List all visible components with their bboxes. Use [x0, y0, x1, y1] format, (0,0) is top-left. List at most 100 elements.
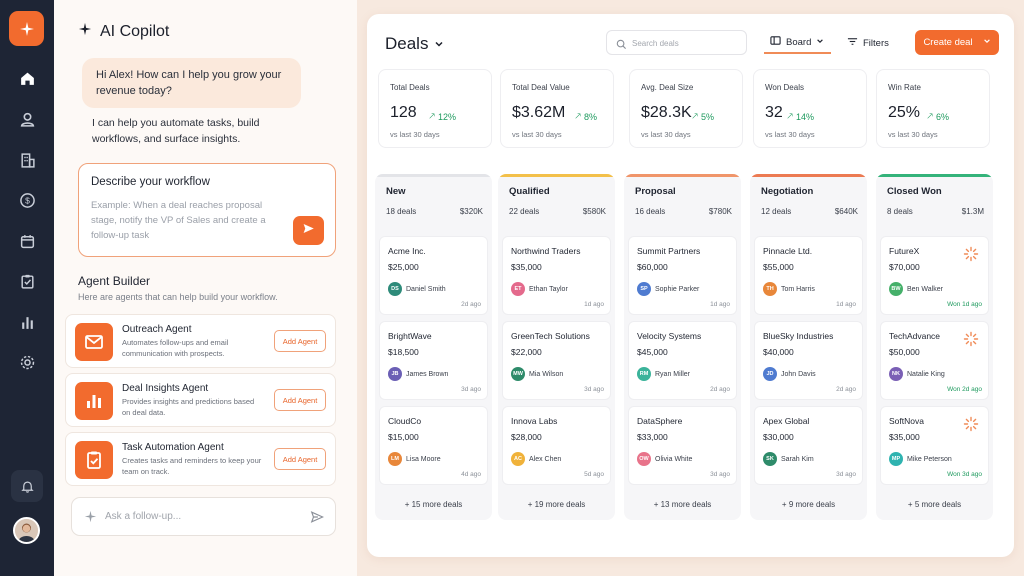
deal-card[interactable]: BlueSky Industries $40,000 JD John Davis 2d … [754, 321, 863, 400]
copilot-header: AI Copilot [78, 22, 169, 41]
deal-time: 2d ago [836, 386, 856, 393]
page-title[interactable]: Deals [385, 34, 444, 54]
kpi-card-total-value: Total Deal Value $3.62M 🡕 8% vs last 30 d… [500, 69, 614, 148]
column-title[interactable]: Proposal [635, 186, 676, 197]
follow-up-placeholder[interactable]: Ask a follow-up... [105, 511, 182, 522]
board-view-button[interactable]: Board [764, 32, 831, 54]
kpi-delta: 🡕 8% [575, 109, 597, 125]
column-title[interactable]: New [386, 186, 406, 197]
pipeline-column: Negotiation 12 deals $640K + 9 more deals Pi… [750, 174, 867, 520]
agent-card-deal-insights: Deal Insights Agent Provides insights an… [65, 373, 336, 427]
column-title[interactable]: Negotiation [761, 186, 814, 197]
send-button[interactable] [293, 216, 324, 245]
send-icon[interactable] [310, 510, 325, 529]
mail-icon [75, 323, 113, 361]
workflow-input[interactable]: Describe your workflow Example: When a d… [78, 163, 336, 257]
deal-time: Won 2d ago [947, 386, 982, 393]
more-deals-link[interactable]: + 5 more deals [907, 500, 962, 509]
column-count: 12 deals [761, 207, 792, 216]
deal-amount: $55,000 [763, 262, 794, 272]
deal-amount: $30,000 [763, 432, 794, 442]
contacts-icon[interactable] [9, 104, 45, 134]
deal-amount: $40,000 [763, 347, 794, 357]
reports-icon[interactable] [9, 307, 45, 337]
copilot-title: AI Copilot [100, 22, 170, 40]
follow-up-input[interactable]: Ask a follow-up... [71, 497, 336, 536]
deal-card[interactable]: Velocity Systems $45,000 RM Ryan Miller 2d a… [628, 321, 737, 400]
deal-card[interactable]: Innova Labs $28,000 AC Alex Chen 5d ago [502, 406, 611, 485]
column-title[interactable]: Closed Won [887, 186, 942, 197]
kpi-delta: 🡕 14% [787, 109, 814, 125]
deal-time: 1d ago [584, 301, 604, 308]
agent-builder-title: Agent Builder [78, 274, 151, 288]
companies-icon[interactable] [9, 145, 45, 175]
owner-avatar: SK [763, 452, 777, 466]
agent-description: Provides insights and predictions based … [122, 397, 255, 417]
search-icon [616, 37, 627, 55]
arrow-up-icon: 🡕 [692, 111, 698, 121]
column-total: $780K [708, 207, 732, 216]
add-agent-button[interactable]: Add Agent [274, 330, 326, 352]
workflow-placeholder[interactable]: Example: When a deal reaches proposal st… [91, 200, 266, 241]
dollar-icon[interactable]: $ [9, 185, 45, 215]
deal-card[interactable]: Pinnacle Ltd. $55,000 TH Tom Harris 1d ago [754, 236, 863, 315]
deal-owner: Sophie Parker [655, 286, 700, 293]
calendar-icon[interactable] [9, 226, 45, 256]
app-logo-icon[interactable] [9, 11, 44, 46]
filters-button[interactable]: Filters [847, 32, 889, 54]
more-deals-link[interactable]: + 19 more deals [527, 500, 586, 509]
deal-time: Won 3d ago [947, 471, 982, 478]
more-deals-link[interactable]: + 15 more deals [404, 500, 463, 509]
board-icon [770, 35, 781, 49]
pipeline-column: Closed Won 8 deals $1.3M + 5 more deals Futu… [876, 174, 993, 520]
deal-card[interactable]: Acme Inc. $25,000 DS Daniel Smith 2d ago [379, 236, 488, 315]
owner-avatar: TH [763, 282, 777, 296]
deal-card[interactable]: GreenTech Solutions $22,000 MW Mia Wilson 3d… [502, 321, 611, 400]
pipeline-column: New 18 deals $320K + 15 more deals Acme Inc.… [375, 174, 492, 520]
deal-owner: John Davis [781, 371, 816, 378]
agent-name: Outreach Agent [122, 324, 192, 335]
column-total: $1.3M [961, 207, 984, 216]
deal-amount: $35,000 [889, 432, 920, 442]
deal-card[interactable]: Summit Partners $60,000 SP Sophie Parker 1d … [628, 236, 737, 315]
deal-time: 1d ago [710, 301, 730, 308]
search-input[interactable]: Search deals [606, 30, 747, 55]
settings-icon[interactable] [9, 347, 45, 377]
deal-card[interactable]: FutureX $70,000 BW Ben Walker Won 1d ago [880, 236, 989, 315]
deal-time: 4d ago [461, 471, 481, 478]
agent-description: Automates follow-ups and email communica… [122, 338, 229, 358]
agent-card-outreach: Outreach Agent Automates follow-ups and … [65, 314, 336, 368]
column-color-bar [876, 174, 993, 177]
kpi-label: Total Deal Value [512, 83, 570, 92]
home-icon[interactable] [9, 63, 45, 93]
tasks-icon[interactable] [9, 266, 45, 296]
deal-amount: $50,000 [889, 347, 920, 357]
chevron-down-icon[interactable] [983, 37, 991, 48]
add-agent-button[interactable]: Add Agent [274, 448, 326, 470]
create-deal-button[interactable]: Create deal [915, 30, 999, 55]
more-deals-link[interactable]: + 13 more deals [653, 500, 712, 509]
bell-icon[interactable] [11, 470, 43, 502]
deal-amount: $35,000 [511, 262, 542, 272]
deal-card[interactable]: BrightWave $18,500 JB James Brown 3d ago [379, 321, 488, 400]
deal-card[interactable]: Apex Global $30,000 SK Sarah Kim 3d ago [754, 406, 863, 485]
deal-card[interactable]: DataSphere $33,000 OW Olivia White 3d ago [628, 406, 737, 485]
column-count: 16 deals [635, 207, 666, 216]
deal-owner: Daniel Smith [406, 286, 446, 293]
deal-card[interactable]: SoftNova $35,000 MP Mike Peterson Won 3d ago [880, 406, 989, 485]
column-title[interactable]: Qualified [509, 186, 550, 197]
deal-owner: Mike Peterson [907, 456, 952, 463]
bar-chart-icon [75, 382, 113, 420]
deal-card[interactable]: TechAdvance $50,000 NK Natalie King Won 2d a… [880, 321, 989, 400]
kpi-subtext: vs last 30 days [390, 130, 440, 139]
add-agent-button[interactable]: Add Agent [274, 389, 326, 411]
column-total: $580K [582, 207, 606, 216]
deal-name: Apex Global [763, 416, 810, 426]
deal-card[interactable]: CloudCo $15,000 LM Lisa Moore 4d ago [379, 406, 488, 485]
owner-avatar: JD [763, 367, 777, 381]
deal-card[interactable]: Northwind Traders $35,000 ET Ethan Taylor 1d… [502, 236, 611, 315]
arrow-up-icon: 🡕 [429, 111, 435, 121]
user-avatar[interactable] [13, 517, 40, 544]
more-deals-link[interactable]: + 9 more deals [781, 500, 836, 509]
column-count: 8 deals [887, 207, 913, 216]
